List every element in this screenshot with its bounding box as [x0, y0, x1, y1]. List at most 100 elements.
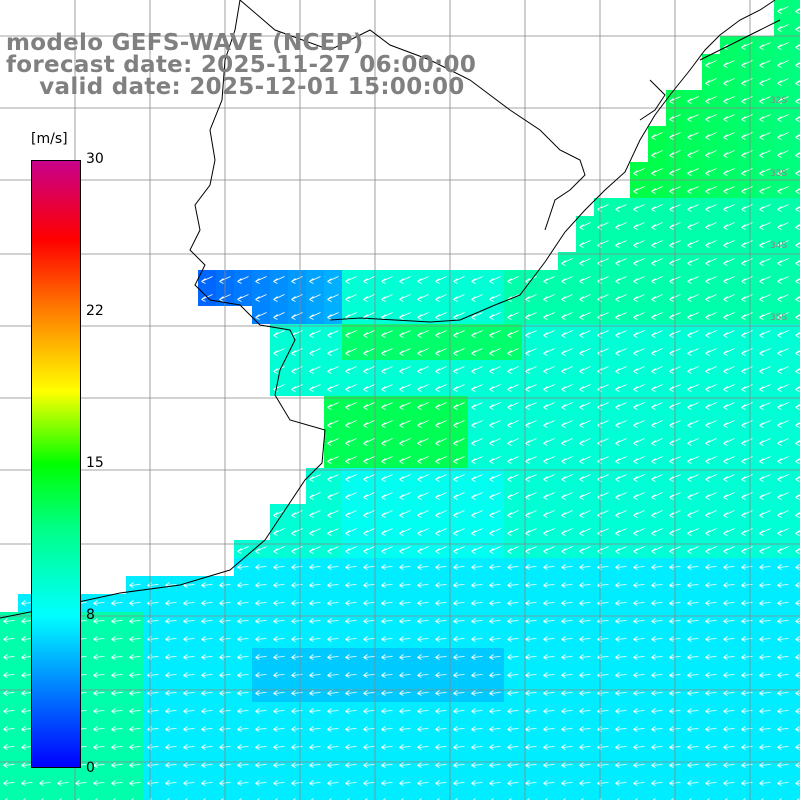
wind-arrow [795, 62, 800, 68]
wind-arrow [597, 402, 609, 410]
wind-arrow [291, 348, 303, 356]
wind-arrow [759, 114, 771, 122]
colorbar-tick-15: 15 [86, 455, 104, 471]
wind-arrow [651, 528, 663, 536]
wind-arrow [453, 636, 465, 642]
wind-arrow [705, 456, 717, 464]
wind-arrow [309, 618, 321, 624]
wind-arrow [363, 708, 375, 714]
wind-arrow [633, 726, 645, 732]
wind-speed-cell [0, 792, 18, 800]
wind-arrow [381, 420, 393, 428]
wind-arrow [3, 636, 15, 642]
wind-arrow [615, 528, 627, 536]
wind-arrow [147, 654, 159, 660]
wind-arrow [453, 708, 465, 714]
wind-arrow [759, 456, 771, 464]
wind-arrow [687, 312, 699, 320]
wind-arrow [364, 798, 368, 800]
wind-arrow [561, 726, 573, 732]
wind-arrow [633, 762, 645, 768]
wind-arrow [705, 312, 717, 320]
wind-arrow [345, 438, 357, 446]
wind-arrow [687, 438, 699, 446]
wind-arrow [759, 402, 771, 410]
wind-arrow [579, 726, 591, 732]
wind-arrow [309, 726, 321, 732]
wind-arrow [363, 402, 375, 410]
wind-arrow [327, 636, 339, 642]
wind-arrow [21, 708, 33, 714]
wind-arrow [705, 708, 717, 714]
wind-arrow [471, 366, 483, 374]
wind-arrow [759, 672, 771, 678]
wind-arrow [724, 798, 728, 800]
wind-arrow [795, 404, 800, 410]
wind-arrow [741, 204, 753, 212]
wind-arrow [291, 294, 303, 302]
wind-arrow [255, 294, 267, 302]
wind-arrow [777, 366, 789, 374]
wind-arrow [363, 564, 375, 570]
wind-arrow [561, 690, 573, 696]
wind-arrow [327, 780, 339, 786]
wind-vector-arrows [3, 6, 800, 800]
wind-arrow [723, 420, 735, 428]
wind-arrow [705, 780, 717, 786]
wind-arrow [597, 312, 609, 320]
wind-arrow [543, 456, 555, 464]
latitude-label: 34S [770, 241, 787, 251]
wind-arrow [507, 384, 519, 392]
wind-arrow [273, 348, 285, 356]
wind-arrow [381, 690, 393, 696]
wind-arrow [615, 222, 627, 230]
wind-arrow [417, 708, 429, 714]
wind-arrow [597, 618, 609, 624]
wind-arrow [399, 492, 411, 500]
colorbar-unit: [m/s] [31, 131, 68, 147]
wind-arrow [777, 546, 789, 554]
wind-arrow [615, 384, 627, 392]
wind-arrow [741, 276, 753, 284]
wind-arrow [652, 798, 656, 800]
wind-arrow [345, 600, 357, 606]
wind-arrow [273, 636, 285, 642]
wind-arrow [309, 348, 321, 356]
wind-arrow [543, 384, 555, 392]
wind-arrow [633, 546, 645, 554]
wind-arrow [237, 636, 249, 642]
wind-arrow [579, 654, 591, 660]
wind-arrow [561, 474, 573, 482]
wind-arrow [687, 150, 699, 158]
wind-arrow [795, 512, 800, 518]
wind-arrow [795, 726, 800, 732]
wind-arrow [255, 726, 267, 732]
wind-arrow [687, 384, 699, 392]
wind-arrow [651, 348, 663, 356]
wind-arrow [453, 402, 465, 410]
wind-arrow [795, 44, 800, 50]
wind-arrow [525, 528, 537, 536]
wind-arrow [489, 528, 501, 536]
wind-arrow [687, 240, 699, 248]
wind-arrow [615, 492, 627, 500]
wind-arrow [795, 600, 800, 606]
wind-arrow [327, 402, 339, 410]
wind-arrow [417, 528, 429, 536]
wind-arrow [579, 492, 591, 500]
wind-arrow [471, 762, 483, 768]
wind-arrow [723, 384, 735, 392]
wind-arrow [741, 690, 753, 696]
wind-arrow [417, 366, 429, 374]
wind-arrow [399, 690, 411, 696]
wind-arrow [723, 348, 735, 356]
wind-arrow [381, 438, 393, 446]
wind-arrow [327, 564, 339, 570]
wind-arrow [165, 654, 177, 660]
wind-arrow [633, 312, 645, 320]
wind-arrow [489, 438, 501, 446]
wind-arrow [183, 618, 195, 624]
wind-arrow [741, 636, 753, 642]
wind-arrow [309, 546, 321, 554]
